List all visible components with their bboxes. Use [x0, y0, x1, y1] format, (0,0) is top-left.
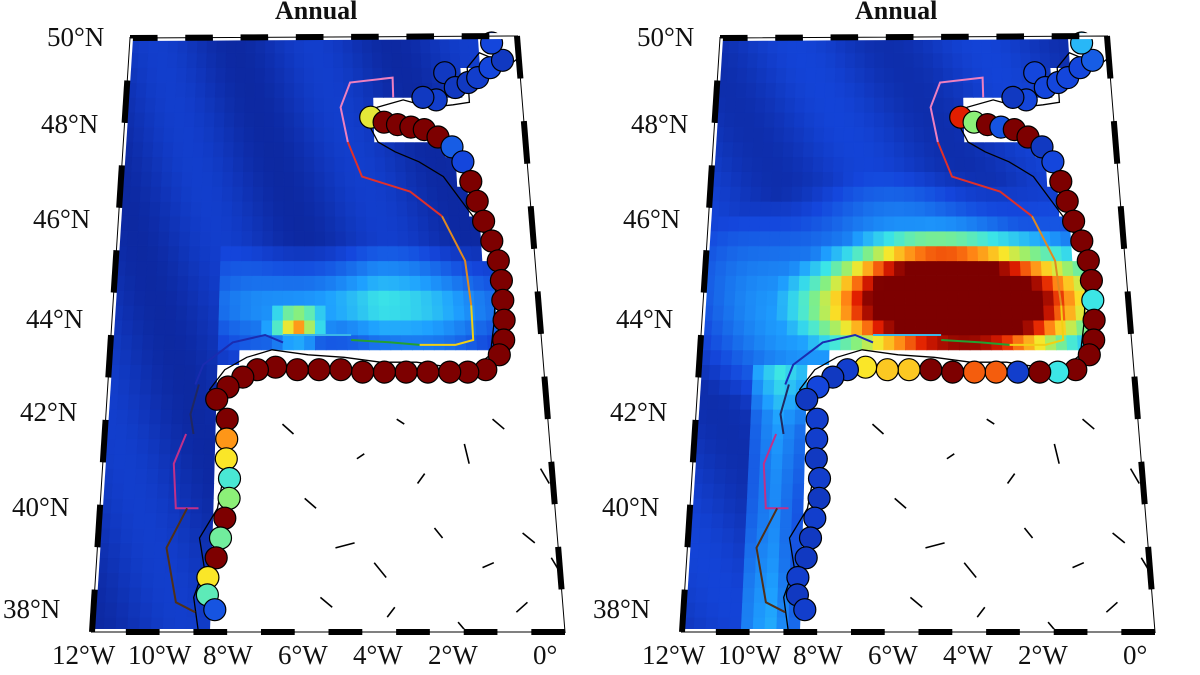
station-marker	[208, 526, 233, 550]
station-marker	[807, 466, 832, 491]
station-circles	[785, 31, 1106, 622]
lat-tick-label: 38°N	[593, 594, 651, 624]
station-marker	[875, 358, 899, 382]
station-marker	[438, 360, 462, 384]
lon-tick-label: 0°	[533, 640, 558, 670]
station-marker	[307, 358, 331, 382]
station-marker	[416, 360, 440, 384]
lat-tick-label: 50°N	[637, 22, 695, 52]
map-plot	[89, 31, 566, 635]
lat-tick-label: 50°N	[47, 22, 105, 52]
station-marker	[487, 343, 511, 367]
station-marker	[285, 358, 309, 382]
station-marker	[1028, 360, 1052, 384]
station-marker	[807, 486, 831, 510]
lat-tick-label: 40°N	[12, 492, 70, 522]
lon-tick-label: 8°W	[203, 640, 253, 670]
lon-tick-label: 0°	[1123, 640, 1148, 670]
station-marker	[491, 288, 515, 312]
station-marker	[804, 447, 828, 471]
station-marker	[213, 506, 237, 530]
station-marker	[215, 427, 239, 451]
station-marker	[351, 360, 375, 384]
station-circles	[195, 31, 516, 622]
lon-tick-label: 12°W	[52, 640, 116, 670]
lon-tick-label: 6°W	[278, 640, 328, 670]
map-panel-right: Annual 50°N 48°N 46°N 44°N 42°N 40°N 38°N 12°W 1…	[590, 0, 1190, 675]
station-marker	[411, 85, 435, 110]
lat-tick-label: 44°N	[616, 304, 674, 334]
station-marker	[794, 546, 818, 570]
lat-tick-label: 38°N	[3, 594, 61, 624]
station-marker	[489, 268, 513, 293]
station-marker	[217, 466, 242, 491]
lon-tick-label: 4°W	[943, 640, 993, 670]
lon-tick-label: 4°W	[353, 640, 403, 670]
station-marker	[1041, 150, 1065, 174]
station-marker	[459, 169, 483, 194]
lon-tick-label: 2°W	[428, 640, 478, 670]
station-marker	[492, 308, 516, 332]
station-marker	[1070, 229, 1094, 253]
heatmap-field	[92, 36, 565, 632]
station-marker	[480, 229, 504, 253]
station-marker	[1076, 249, 1100, 273]
map-plot	[679, 31, 1158, 635]
lat-tick-label: 44°N	[26, 304, 84, 334]
station-marker	[962, 360, 986, 384]
station-marker	[1082, 308, 1106, 332]
station-marker	[1055, 189, 1079, 213]
lon-tick-label: 6°W	[868, 640, 918, 670]
lat-tick-label: 48°N	[41, 109, 99, 139]
station-marker	[941, 360, 965, 384]
station-marker	[1001, 85, 1025, 110]
lon-tick-label: 10°W	[128, 640, 192, 670]
lat-tick-label: 46°N	[33, 204, 91, 234]
station-marker	[203, 598, 227, 622]
lon-tick-label: 12°W	[642, 640, 706, 670]
station-marker	[394, 360, 418, 384]
station-marker	[214, 447, 238, 471]
station-marker	[1077, 343, 1101, 367]
station-marker	[205, 387, 229, 411]
station-marker	[793, 598, 817, 622]
lon-tick-label: 10°W	[718, 640, 782, 670]
station-marker	[795, 387, 819, 411]
lon-tick-label: 8°W	[793, 640, 843, 670]
station-marker	[372, 360, 396, 384]
station-marker	[490, 48, 515, 72]
station-marker	[1081, 288, 1105, 312]
station-marker	[798, 526, 823, 550]
station-marker	[805, 427, 829, 451]
station-marker	[465, 189, 489, 213]
station-marker	[803, 506, 827, 530]
station-marker	[204, 546, 228, 570]
station-marker	[215, 407, 239, 431]
station-marker	[472, 209, 496, 233]
station-marker	[919, 358, 943, 382]
panel-title: Annual	[275, 0, 358, 25]
lat-tick-label: 40°N	[602, 492, 660, 522]
map-panel-left: Annual 50°N 48°N 46°N 44°N 42°N 40°N 38°N 12°W 1…	[3, 0, 566, 670]
lat-tick-label: 42°N	[20, 397, 78, 427]
lat-tick-label: 46°N	[623, 204, 681, 234]
station-marker	[897, 358, 921, 382]
station-marker	[1080, 48, 1105, 72]
lat-tick-label: 42°N	[610, 397, 668, 427]
station-marker	[486, 249, 510, 273]
station-marker	[1062, 209, 1086, 233]
station-marker	[329, 358, 353, 382]
lon-tick-label: 2°W	[1018, 640, 1068, 670]
station-marker	[805, 407, 829, 431]
station-marker	[1006, 360, 1030, 384]
panel-title: Annual	[855, 0, 938, 25]
station-marker	[217, 486, 241, 510]
station-marker	[1079, 268, 1103, 293]
station-marker	[1049, 169, 1073, 194]
lat-tick-label: 48°N	[631, 109, 689, 139]
station-marker	[451, 150, 475, 174]
station-marker	[984, 360, 1008, 384]
